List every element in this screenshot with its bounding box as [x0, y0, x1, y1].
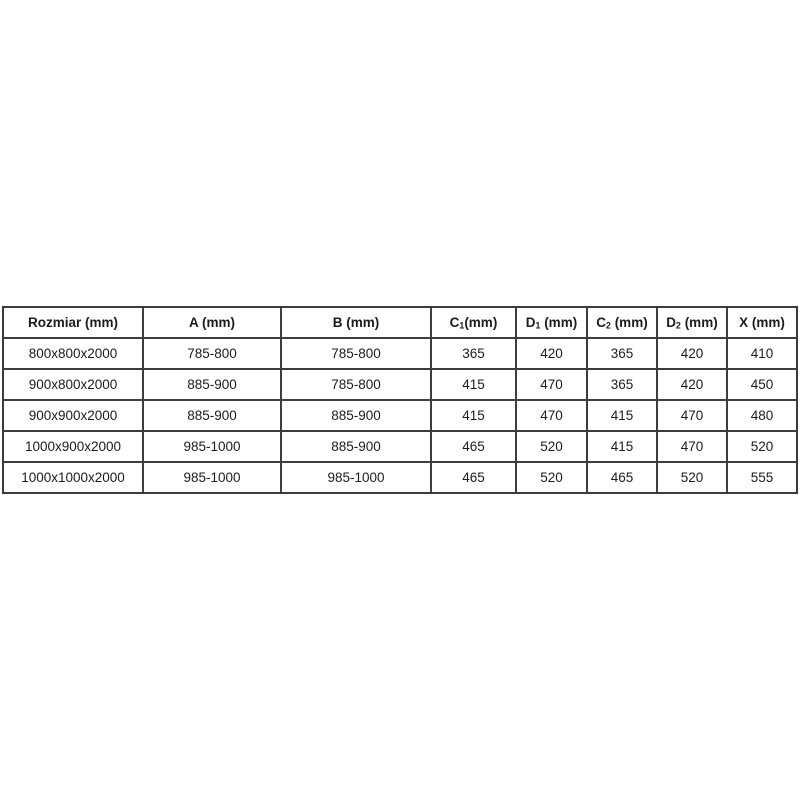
- table-cell: 885-900: [280, 399, 432, 432]
- column-header-d1: D1 (mm): [515, 306, 588, 339]
- table-cell: 900x900x2000: [2, 399, 144, 432]
- table-cell: 1000x900x2000: [2, 430, 144, 463]
- table-cell: 520: [515, 430, 588, 463]
- table-cell: 800x800x2000: [2, 337, 144, 370]
- table-cell: 420: [515, 337, 588, 370]
- table-cell: 365: [430, 337, 517, 370]
- table-cell: 900x800x2000: [2, 368, 144, 401]
- table-cell: 480: [726, 399, 798, 432]
- column-header-d2: D2 (mm): [656, 306, 728, 339]
- table-cell: 415: [586, 399, 658, 432]
- table-cell: 465: [586, 461, 658, 494]
- table-cell: 520: [515, 461, 588, 494]
- table-cell: 520: [656, 461, 728, 494]
- table-cell: 465: [430, 430, 517, 463]
- table-cell: 470: [515, 399, 588, 432]
- table-cell: 415: [430, 399, 517, 432]
- table-cell: 785-800: [280, 368, 432, 401]
- column-header-c1: C1(mm): [430, 306, 517, 339]
- column-header-a: A (mm): [142, 306, 282, 339]
- table-cell: 785-800: [142, 337, 282, 370]
- table-cell: 1000x1000x2000: [2, 461, 144, 494]
- table-cell: 415: [586, 430, 658, 463]
- table-cell: 420: [656, 368, 728, 401]
- table-cell: 885-900: [280, 430, 432, 463]
- table-cell: 885-900: [142, 399, 282, 432]
- table-cell: 785-800: [280, 337, 432, 370]
- table-cell: 365: [586, 368, 658, 401]
- table-row: 900x900x2000 885-900 885-900 415 470 415…: [2, 399, 798, 432]
- table-cell: 985-1000: [142, 430, 282, 463]
- column-header-b: B (mm): [280, 306, 432, 339]
- table-row: 800x800x2000 785-800 785-800 365 420 365…: [2, 337, 798, 370]
- table-cell: 470: [656, 430, 728, 463]
- table-row: 1000x1000x2000 985-1000 985-1000 465 520…: [2, 461, 798, 494]
- table-cell: 470: [656, 399, 728, 432]
- column-header-c2: C2 (mm): [586, 306, 658, 339]
- column-header-rozmiar: Rozmiar (mm): [2, 306, 144, 339]
- table-cell: 885-900: [142, 368, 282, 401]
- table-cell: 470: [515, 368, 588, 401]
- table-cell: 415: [430, 368, 517, 401]
- table-row: 1000x900x2000 985-1000 885-900 465 520 4…: [2, 430, 798, 463]
- dimensions-spec-table: Rozmiar (mm) A (mm) B (mm) C1(mm) D1 (mm…: [2, 306, 798, 494]
- table-header-row: Rozmiar (mm) A (mm) B (mm) C1(mm) D1 (mm…: [2, 306, 798, 339]
- table-cell: 465: [430, 461, 517, 494]
- table-cell: 520: [726, 430, 798, 463]
- table-cell: 985-1000: [142, 461, 282, 494]
- table-cell: 985-1000: [280, 461, 432, 494]
- table-cell: 555: [726, 461, 798, 494]
- table-cell: 450: [726, 368, 798, 401]
- table-cell: 420: [656, 337, 728, 370]
- column-header-x: X (mm): [726, 306, 798, 339]
- table-cell: 365: [586, 337, 658, 370]
- table-cell: 410: [726, 337, 798, 370]
- table-row: 900x800x2000 885-900 785-800 415 470 365…: [2, 368, 798, 401]
